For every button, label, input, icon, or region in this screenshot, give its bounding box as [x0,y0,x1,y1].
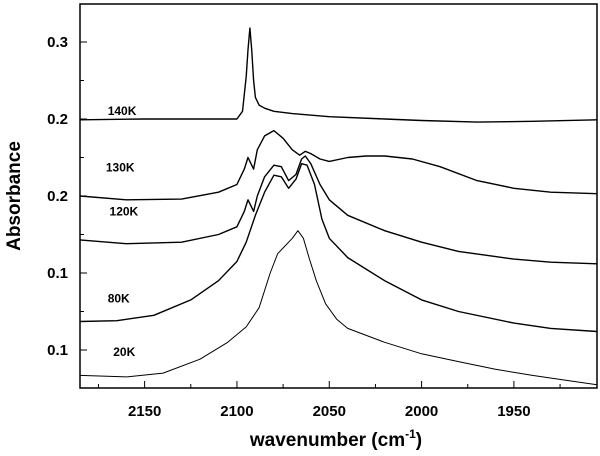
series-label-20k: 20K [113,345,135,359]
y-tick-label: 0.2 [47,188,68,205]
series-label-130k: 130K [106,160,135,174]
series-label-120k: 120K [110,204,139,218]
x-axis-ticks: 2150 2100 2050 2000 1950 [97,381,561,420]
y-tick-label: 0.3 [47,34,68,51]
series-line-80k [79,162,598,333]
x-axis-title-sup: -1 [405,427,416,441]
series-line-130k [79,129,598,201]
series-line-140k [79,27,598,123]
y-tick-label: 0.1 [47,342,68,359]
series-line-120k [79,155,598,265]
x-axis-title: wavenumber (cm-1) [249,427,422,451]
series-layer [79,27,598,386]
series-labels: 140K 130K 120K 80K 20K [106,104,139,359]
series-line-20k [79,230,598,386]
x-tick-label: 2150 [128,403,161,420]
x-tick-label: 1950 [497,403,530,420]
y-axis-title: Absorbance [4,141,25,251]
series-label-80k: 80K [108,291,130,305]
x-tick-label: 2050 [313,403,346,420]
series-label-140k: 140K [108,104,137,118]
x-axis-title-close: ) [416,430,422,451]
y-tick-label: 0.2 [47,111,68,128]
x-tick-label: 2000 [405,403,438,420]
x-tick-label: 2100 [220,403,253,420]
y-tick-label: 0.1 [47,265,68,282]
x-axis-title-main: wavenumber (cm [249,430,405,451]
y-axis-ticks: 0.3 0.2 0.2 0.1 0.1 [47,34,87,359]
plot-frame [79,3,598,389]
